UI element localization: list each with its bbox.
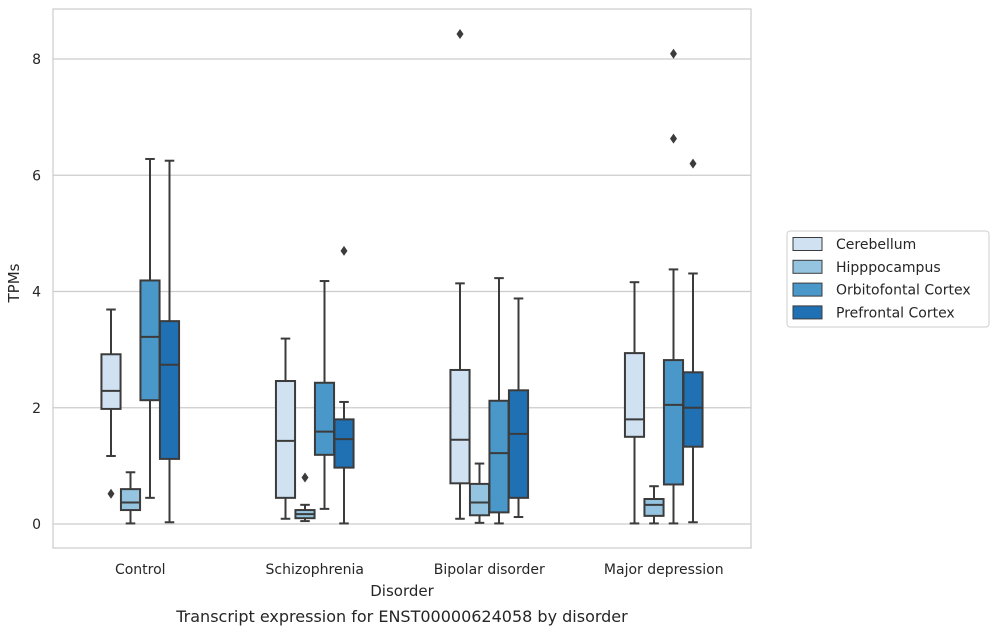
legend-swatch-prefrontal-cortex xyxy=(792,305,823,320)
outlier-point xyxy=(340,245,348,256)
outlier-point xyxy=(670,48,677,59)
box-major-depression-orbitofontal-cortex xyxy=(662,48,685,525)
iqr-box xyxy=(662,359,685,486)
x-tick-label-major-depression: Major depression xyxy=(604,562,724,578)
iqr-box xyxy=(100,353,122,410)
y-tick-label: 2 xyxy=(32,401,41,417)
iqr-box xyxy=(313,381,336,456)
y-tick-labels: 0 2 4 6 8 xyxy=(32,52,41,533)
box-major-depression-hipppocampus xyxy=(643,485,665,525)
box-bipolar-disorder-orbitofontal-cortex xyxy=(488,277,510,525)
x-tick-label-schizophrenia: Schizophrenia xyxy=(266,562,364,578)
x-axis-label: Disorder xyxy=(370,582,434,600)
iqr-box xyxy=(119,488,142,512)
boxes-layer xyxy=(100,29,704,525)
box-schizophrenia-orbitofontal-cortex xyxy=(313,280,336,510)
legend-label-hipppocampus: Hipppocampus xyxy=(836,260,941,276)
box-bipolar-disorder-hipppocampus xyxy=(468,462,491,524)
x-tick-labels: Control Schizophrenia Bipolar disorder Majo… xyxy=(115,562,724,578)
iqr-box xyxy=(623,352,646,438)
legend: Cerebellum Hipppocampus Orbitofontal Corte… xyxy=(786,230,990,328)
iqr-box xyxy=(507,389,530,499)
y-axis-label: TPMs xyxy=(5,263,23,303)
outlier-point xyxy=(456,29,464,40)
box-control-hipppocampus xyxy=(119,471,142,525)
legend-entries: Cerebellum Hipppocampus Orbitofontal Corte… xyxy=(792,237,971,321)
box-control-cerebellum xyxy=(100,308,122,499)
box-bipolar-disorder-prefrontal-cortex xyxy=(507,297,530,519)
iqr-box xyxy=(158,320,181,460)
box-major-depression-cerebellum xyxy=(623,281,646,525)
legend-swatch-cerebellum xyxy=(792,237,823,251)
y-tick-label: 6 xyxy=(32,168,41,184)
y-tick-label: 8 xyxy=(32,52,41,68)
iqr-box xyxy=(333,418,355,469)
chart-caption: Transcript expression for ENST0000062405… xyxy=(175,607,628,626)
legend-label-cerebellum: Cerebellum xyxy=(836,237,916,253)
y-tick-label: 4 xyxy=(32,285,41,301)
outlier-point xyxy=(689,158,697,169)
legend-label-orbitofontal-cortex: Orbitofontal Cortex xyxy=(836,283,971,299)
x-tick-label-bipolar-disorder: Bipolar disorder xyxy=(434,562,545,578)
box-schizophrenia-hipppocampus xyxy=(294,472,316,523)
box-bipolar-disorder-cerebellum xyxy=(449,29,471,520)
legend-frame xyxy=(786,230,990,328)
y-tick-label: 0 xyxy=(32,517,41,533)
legend-label-prefrontal-cortex: Prefrontal Cortex xyxy=(836,305,955,321)
iqr-box xyxy=(488,399,510,514)
outlier-point xyxy=(301,472,309,483)
x-tick-label-control: Control xyxy=(115,562,166,578)
iqr-box xyxy=(274,380,297,499)
box-schizophrenia-prefrontal-cortex xyxy=(333,245,355,525)
outlier-point xyxy=(670,133,677,144)
box-major-depression-prefrontal-cortex xyxy=(682,158,704,524)
plot-frame xyxy=(52,8,752,549)
box-control-prefrontal-cortex xyxy=(158,159,181,524)
iqr-box xyxy=(468,482,491,517)
iqr-box xyxy=(139,279,161,402)
iqr-box xyxy=(449,368,471,485)
iqr-box xyxy=(643,498,665,517)
legend-swatch-orbitofontal-cortex xyxy=(792,282,823,297)
iqr-box xyxy=(682,371,704,448)
outlier-point xyxy=(107,488,115,499)
box-control-orbitofontal-cortex xyxy=(139,157,161,499)
legend-swatch-hipppocampus xyxy=(792,259,823,274)
box-schizophrenia-cerebellum xyxy=(274,337,297,520)
